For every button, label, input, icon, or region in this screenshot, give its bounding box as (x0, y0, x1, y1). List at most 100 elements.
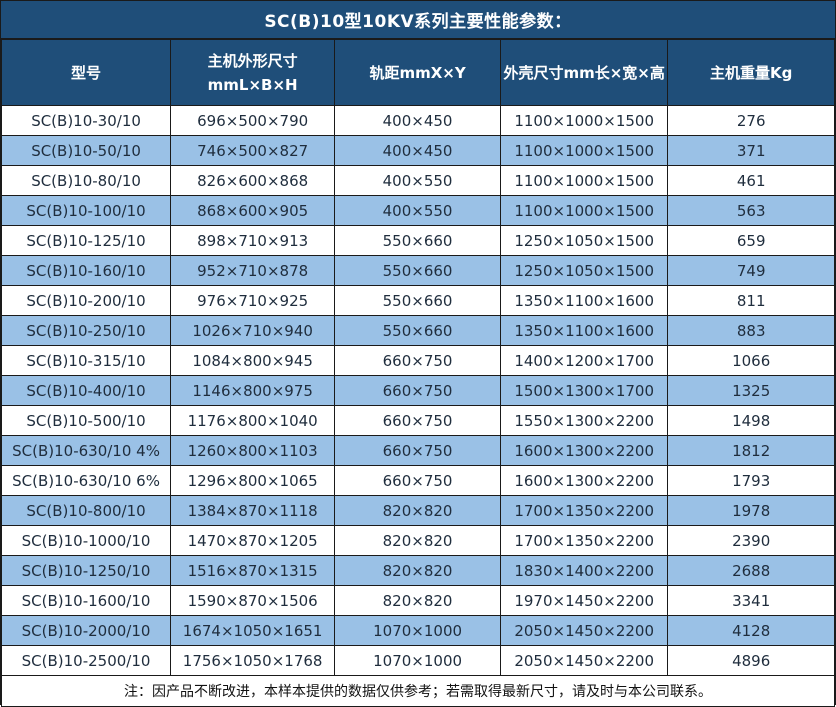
table-row: SC(B)10-100/10 868×600×905 400×550 1100×100… (0, 195, 835, 226)
cell: 820×820 (334, 585, 501, 616)
table-row: SC(B)10-1000/10 1470×870×1205 820×820 1700×… (0, 525, 835, 556)
cell: 1146×800×975 (170, 375, 336, 406)
cell: 4128 (667, 615, 835, 646)
col-header-shell: 外壳尺寸mm长×宽×高 (499, 39, 669, 106)
cell: SC(B)10-100/10 (0, 195, 172, 226)
table-row: SC(B)10-630/10 6% 1296×800×1065 660×750 160… (0, 465, 835, 496)
cell: 2050×1450×2200 (499, 615, 669, 646)
cell: 1550×1300×2200 (499, 405, 669, 436)
cell: 1500×1300×1700 (499, 375, 669, 406)
cell: SC(B)10-2000/10 (0, 615, 172, 646)
cell: 3341 (667, 585, 835, 616)
cell: 1590×870×1506 (170, 585, 336, 616)
cell: 461 (667, 165, 835, 196)
cell: 1066 (667, 345, 835, 376)
cell: 4896 (667, 645, 835, 676)
cell: SC(B)10-500/10 (0, 405, 172, 436)
cell: 1400×1200×1700 (499, 345, 669, 376)
cell: 1350×1100×1600 (499, 285, 669, 316)
cell: 660×750 (334, 345, 501, 376)
col-header-gauge: 轨距mmX×Y (334, 39, 501, 106)
col-header-label: 主机外形尺寸 (207, 51, 298, 70)
cell: 749 (667, 255, 835, 286)
cell: 1812 (667, 435, 835, 466)
cell: 1176×800×1040 (170, 405, 336, 436)
table-row: SC(B)10-315/10 1084×800×945 660×750 1400×12… (0, 345, 835, 376)
table-row: SC(B)10-400/10 1146×800×975 660×750 1500×13… (0, 375, 835, 406)
cell: 2390 (667, 525, 835, 556)
table-row: SC(B)10-2500/10 1756×1050×1768 1070×1000 20… (0, 645, 835, 676)
cell: 1084×800×945 (170, 345, 336, 376)
cell: 550×660 (334, 255, 501, 286)
cell: 660×750 (334, 465, 501, 496)
table-row: SC(B)10-800/10 1384×870×1118 820×820 1700×1… (0, 495, 835, 526)
cell: SC(B)10-1250/10 (0, 555, 172, 586)
cell: 883 (667, 315, 835, 346)
cell: 1470×870×1205 (170, 525, 336, 556)
cell: 820×820 (334, 495, 501, 526)
cell: 1384×870×1118 (170, 495, 336, 526)
table-row: SC(B)10-80/10 826×600×868 400×550 1100×1000… (0, 165, 835, 196)
cell: SC(B)10-1000/10 (0, 525, 172, 556)
table-row: SC(B)10-50/10 746×500×827 400×450 1100×1000… (0, 135, 835, 166)
table-row: SC(B)10-200/10 976×710×925 550×660 1350×110… (0, 285, 835, 316)
spec-table: 型号 主机外形尺寸 mmL×B×H 轨距mmX×Y 外壳尺寸mm长×宽×高 主机… (0, 39, 835, 707)
col-header-label: 外壳尺寸mm长×宽×高 (503, 63, 665, 82)
table-row: SC(B)10-2000/10 1674×1050×1651 1070×1000 20… (0, 615, 835, 646)
cell: 371 (667, 135, 835, 166)
cell: 1600×1300×2200 (499, 465, 669, 496)
cell: 2050×1450×2200 (499, 645, 669, 676)
col-header-weight: 主机重量Kg (667, 39, 835, 106)
cell: 952×710×878 (170, 255, 336, 286)
note-row: 注：因产品不断改进，本样本提供的数据仅供参考；若需取得最新尺寸，请及时与本公司联… (1, 675, 835, 707)
table-row: SC(B)10-125/10 898×710×913 550×660 1250×105… (0, 225, 835, 256)
cell: 1250×1050×1500 (499, 225, 669, 256)
cell: 696×500×790 (170, 105, 336, 136)
cell: 826×600×868 (170, 165, 336, 196)
cell: 1498 (667, 405, 835, 436)
cell: 1674×1050×1651 (170, 615, 336, 646)
cell: 1100×1000×1500 (499, 105, 669, 136)
table-row: SC(B)10-250/10 1026×710×940 550×660 1350×11… (0, 315, 835, 346)
cell: 1100×1000×1500 (499, 135, 669, 166)
cell: SC(B)10-160/10 (0, 255, 172, 286)
cell: 976×710×925 (170, 285, 336, 316)
col-header-label: 主机重量Kg (710, 63, 793, 82)
cell: 1070×1000 (334, 615, 501, 646)
table-row: SC(B)10-160/10 952×710×878 550×660 1250×105… (0, 255, 835, 286)
cell: 1296×800×1065 (170, 465, 336, 496)
cell: 1756×1050×1768 (170, 645, 336, 676)
cell: 1830×1400×2200 (499, 555, 669, 586)
col-header-sublabel: mmL×B×H (207, 75, 298, 94)
table-row: SC(B)10-500/10 1176×800×1040 660×750 1550×1… (0, 405, 835, 436)
cell: 1700×1350×2200 (499, 525, 669, 556)
col-header-model: 型号 (0, 39, 172, 106)
cell: 550×660 (334, 315, 501, 346)
cell: 400×550 (334, 165, 501, 196)
cell: 550×660 (334, 285, 501, 316)
col-header-label: 轨距mmX×Y (369, 63, 466, 82)
cell: 2688 (667, 555, 835, 586)
cell: 660×750 (334, 405, 501, 436)
cell: 1350×1100×1600 (499, 315, 669, 346)
cell: 1700×1350×2200 (499, 495, 669, 526)
cell: 1325 (667, 375, 835, 406)
cell: 400×550 (334, 195, 501, 226)
cell: SC(B)10-2500/10 (0, 645, 172, 676)
cell: 898×710×913 (170, 225, 336, 256)
cell: SC(B)10-630/10 4% (0, 435, 172, 466)
cell: 1970×1450×2200 (499, 585, 669, 616)
cell: SC(B)10-50/10 (0, 135, 172, 166)
cell: 1978 (667, 495, 835, 526)
cell: SC(B)10-200/10 (0, 285, 172, 316)
cell: SC(B)10-1600/10 (0, 585, 172, 616)
cell: 1516×870×1315 (170, 555, 336, 586)
cell: 746×500×827 (170, 135, 336, 166)
cell: 563 (667, 195, 835, 226)
cell: SC(B)10-125/10 (0, 225, 172, 256)
cell: 276 (667, 105, 835, 136)
cell: 1260×800×1103 (170, 435, 336, 466)
cell: 820×820 (334, 555, 501, 586)
header-row: 型号 主机外形尺寸 mmL×B×H 轨距mmX×Y 外壳尺寸mm长×宽×高 主机… (0, 39, 835, 106)
